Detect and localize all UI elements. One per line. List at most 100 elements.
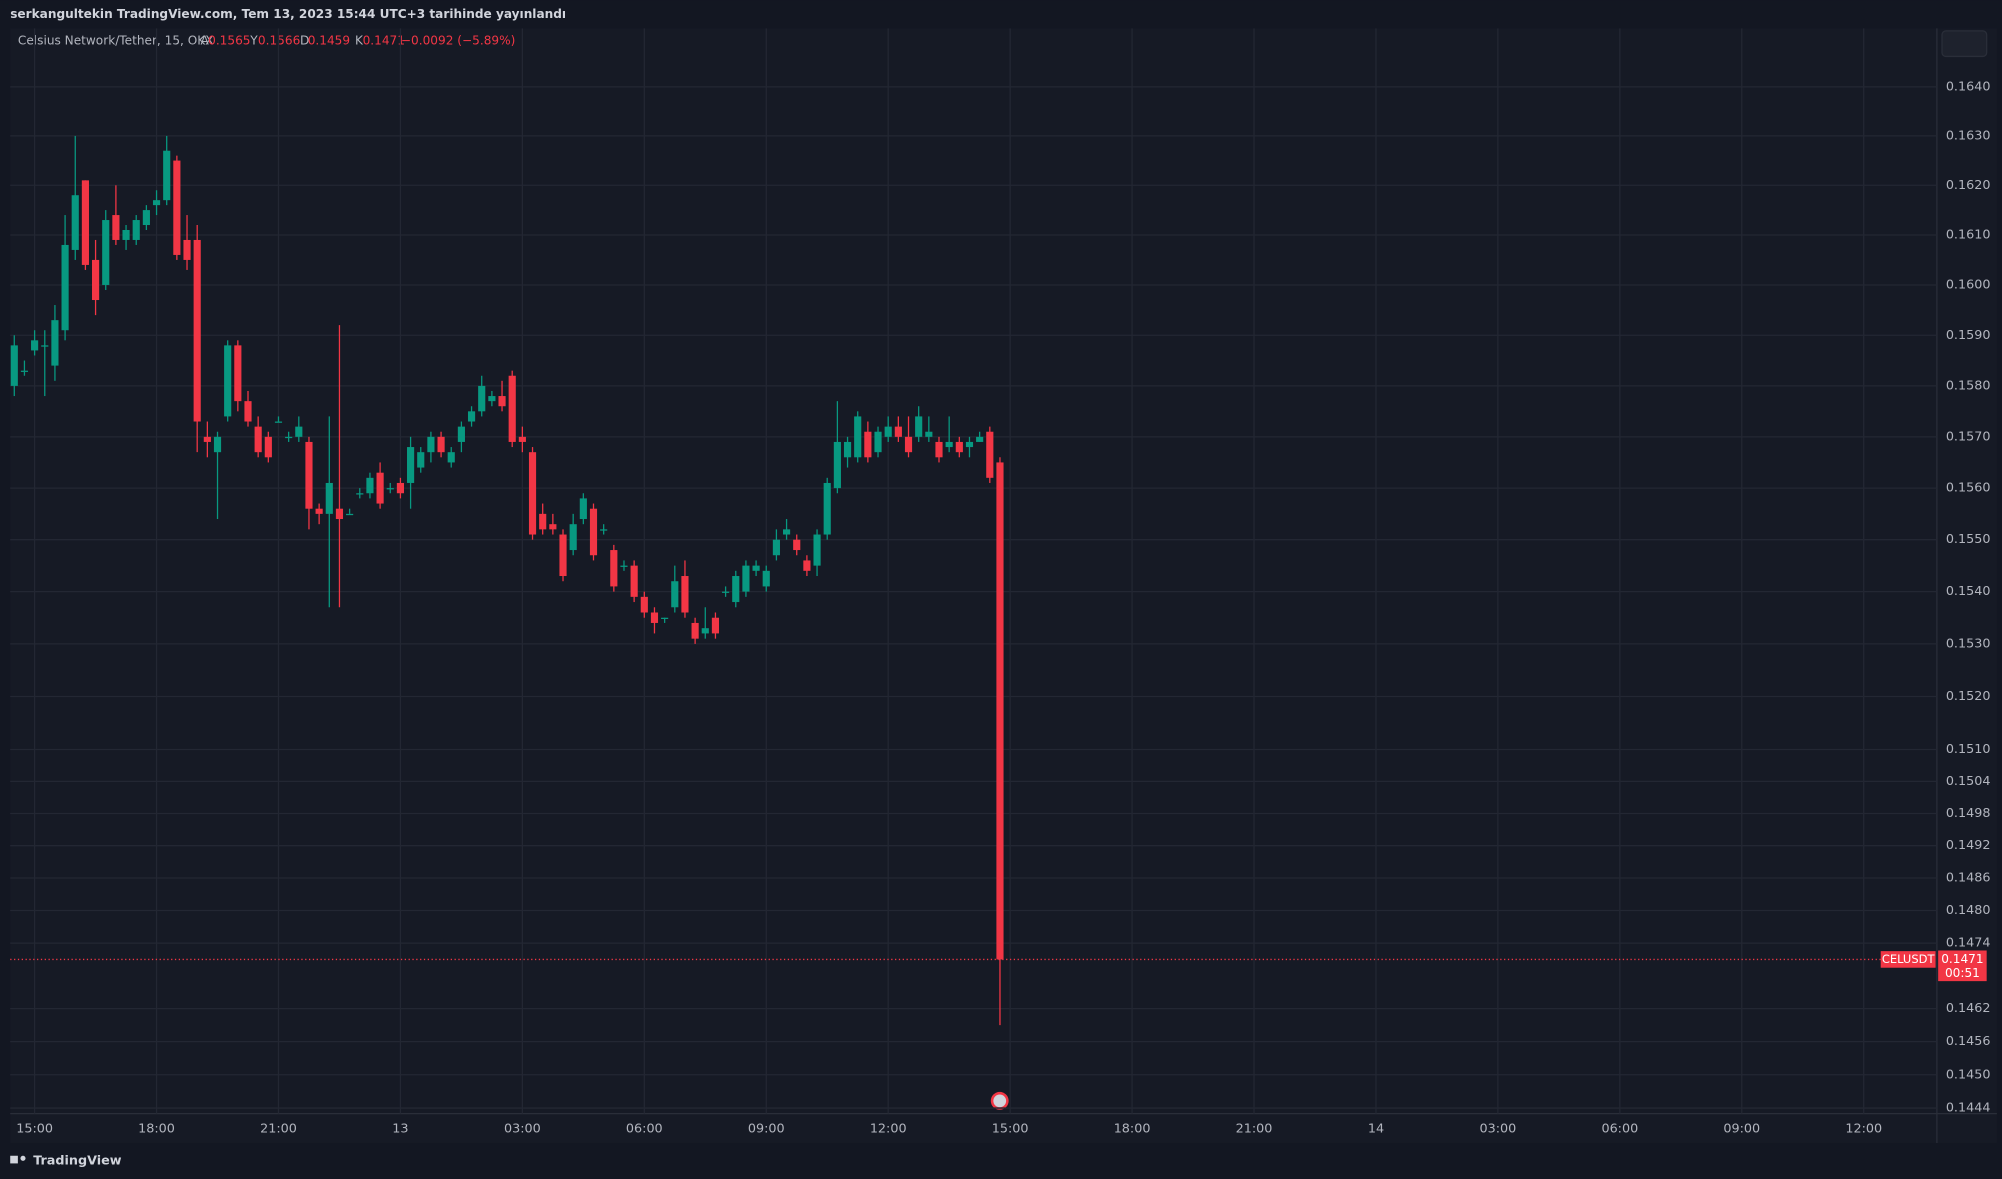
candle-body xyxy=(264,436,272,458)
candle-body xyxy=(305,441,313,509)
candle-body xyxy=(335,508,344,520)
footer-brand: TradingView xyxy=(33,1153,122,1168)
candle-body xyxy=(488,396,496,402)
candle-body xyxy=(559,534,567,577)
candle-body xyxy=(762,570,770,587)
publish-header: serkangultekin TradingView.com, Tem 13, … xyxy=(10,7,566,21)
candle-body xyxy=(193,239,201,422)
candle-body xyxy=(31,340,39,351)
candle-body xyxy=(671,581,679,608)
y-tick-label: 0.1510 xyxy=(1946,742,1991,757)
candle-body xyxy=(722,591,730,593)
y-tick-label: 0.1560 xyxy=(1946,481,1991,496)
candle-body xyxy=(386,488,394,490)
candle-body xyxy=(518,436,526,442)
ohlc-value: 0.1471 xyxy=(363,34,405,48)
x-tick-label: 06:00 xyxy=(626,1121,663,1136)
candle-body xyxy=(925,431,933,437)
candle-body xyxy=(965,441,974,448)
x-tick-label: 21:00 xyxy=(260,1121,297,1136)
y-tick-label: 0.1530 xyxy=(1946,636,1991,651)
candle-body xyxy=(183,239,191,260)
candle-body xyxy=(833,441,841,489)
candle-body xyxy=(894,426,902,437)
y-tick-label: 0.1520 xyxy=(1946,689,1991,704)
event-icon xyxy=(990,1091,1009,1110)
x-tick-label: 18:00 xyxy=(1114,1121,1151,1136)
x-tick-label: 14 xyxy=(1368,1121,1384,1136)
candle-body xyxy=(650,612,659,623)
candle-body xyxy=(843,441,852,458)
y-tick-label: 0.1540 xyxy=(1946,584,1991,599)
candle-body xyxy=(366,477,374,494)
symbol-label: CELUSDT xyxy=(1882,952,1936,966)
candle-body xyxy=(152,200,161,206)
candle-body xyxy=(549,524,557,530)
candle-body xyxy=(884,426,892,437)
candle-body xyxy=(813,534,821,566)
y-tick-label: 0.1462 xyxy=(1946,1001,1991,1016)
settings-button[interactable] xyxy=(1941,30,1988,58)
ohlc-key: Y xyxy=(249,34,258,48)
candle-body xyxy=(600,529,608,531)
candle-body xyxy=(163,150,171,201)
candle-body xyxy=(508,375,516,442)
x-tick-label: 15:00 xyxy=(16,1121,53,1136)
candle-body xyxy=(295,426,303,437)
ohlc-value: 0.1565 xyxy=(208,34,250,48)
candle-body xyxy=(732,576,740,603)
x-tick-label: 06:00 xyxy=(1601,1121,1638,1136)
candle-body xyxy=(71,195,79,250)
symbol-title: Celsius Network/Tether, 15, OKX xyxy=(18,34,214,48)
y-tick-label: 0.1486 xyxy=(1946,871,1991,886)
candle-body xyxy=(376,472,384,504)
candle-body xyxy=(610,550,618,587)
y-tick-label: 0.1590 xyxy=(1946,328,1991,343)
candle-body xyxy=(661,617,669,620)
candle-body xyxy=(41,345,49,347)
candle-body xyxy=(234,345,242,402)
candle-body xyxy=(447,452,455,463)
candle-body xyxy=(569,524,577,551)
candle-body xyxy=(752,565,760,571)
candle-body xyxy=(213,436,222,453)
candle-body xyxy=(224,345,232,417)
y-tick-label: 0.1550 xyxy=(1946,532,1991,547)
price-badge xyxy=(1938,950,1987,982)
y-tick-label: 0.1610 xyxy=(1946,227,1991,242)
y-tick-label: 0.1474 xyxy=(1946,936,1991,951)
x-tick-label: 03:00 xyxy=(504,1121,541,1136)
symbol-badge xyxy=(1880,951,1936,968)
candle-body xyxy=(203,436,211,442)
candle-body xyxy=(102,220,110,285)
candles xyxy=(10,135,1004,1026)
candle-body xyxy=(142,210,150,226)
candle-body xyxy=(772,539,780,556)
candle-body xyxy=(935,441,943,458)
x-tick-label: 13 xyxy=(392,1121,408,1136)
candle-body xyxy=(274,421,283,423)
y-tick-label: 0.1640 xyxy=(1946,79,1991,94)
y-tick-label: 0.1498 xyxy=(1946,806,1991,821)
y-tick-label: 0.1492 xyxy=(1946,838,1991,853)
logo-mark xyxy=(10,1155,18,1164)
candle-body xyxy=(823,482,831,535)
candle-body xyxy=(467,411,476,422)
candle-body xyxy=(315,508,323,514)
y-tick-label: 0.1570 xyxy=(1946,429,1991,444)
y-tick-label: 0.1620 xyxy=(1946,178,1991,193)
candle-body xyxy=(61,244,69,331)
last-price-label: 0.1471 xyxy=(1941,952,1983,966)
ohlc-key: A xyxy=(200,34,209,48)
y-tick-label: 0.1580 xyxy=(1946,378,1991,393)
candle-body xyxy=(904,436,913,453)
candle-body xyxy=(20,370,29,372)
candle-body xyxy=(874,431,882,453)
candle-body xyxy=(51,320,59,366)
x-tick-label: 15:00 xyxy=(992,1121,1029,1136)
candle-body xyxy=(620,565,628,567)
candle-body xyxy=(498,396,506,407)
candle-body xyxy=(640,596,648,613)
y-tick-label: 0.1456 xyxy=(1946,1034,1991,1049)
